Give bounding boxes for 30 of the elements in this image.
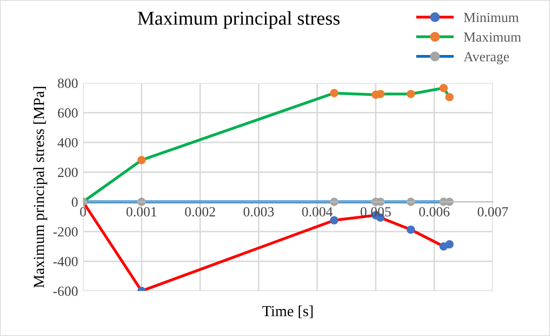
x-tick-label: 0.004 bbox=[302, 207, 333, 217]
x-tick-label: 0.001 bbox=[126, 207, 156, 217]
point bbox=[445, 92, 454, 102]
x-tick-label: 0.007 bbox=[478, 207, 508, 217]
chart-title: Maximum principal stress bbox=[138, 11, 340, 29]
point bbox=[330, 88, 338, 98]
point bbox=[439, 84, 448, 92]
y-tick-label: -400 bbox=[53, 256, 78, 266]
x-tick-label: 0.005 bbox=[360, 207, 391, 217]
y-tick-label: -600 bbox=[53, 286, 78, 296]
x-tick-label: 0 bbox=[80, 207, 86, 216]
point bbox=[330, 216, 338, 224]
x-tick-label: 0.003 bbox=[244, 207, 274, 217]
point bbox=[137, 156, 146, 164]
y-tick-label: 600 bbox=[58, 108, 78, 118]
legend-label: Average bbox=[464, 52, 509, 64]
y-tick-label: -200 bbox=[53, 227, 78, 237]
x-tick-label: 0.002 bbox=[185, 207, 215, 217]
y-tick-label: 200 bbox=[58, 168, 78, 178]
y-tick-label: 400 bbox=[58, 138, 78, 148]
point bbox=[445, 240, 454, 248]
x-axis-title: Time [s] bbox=[262, 306, 313, 318]
y-tick-label: 0 bbox=[72, 197, 78, 207]
point bbox=[406, 90, 416, 98]
y-axis-title: Maximum principal stress [MPa] bbox=[33, 86, 48, 288]
legend-label: Maximum bbox=[464, 32, 522, 42]
x-tick-label: 0.006 bbox=[419, 207, 450, 217]
point bbox=[406, 225, 416, 234]
y-tick-label: 800 bbox=[58, 78, 78, 88]
legend-label: Minimum bbox=[464, 12, 519, 22]
